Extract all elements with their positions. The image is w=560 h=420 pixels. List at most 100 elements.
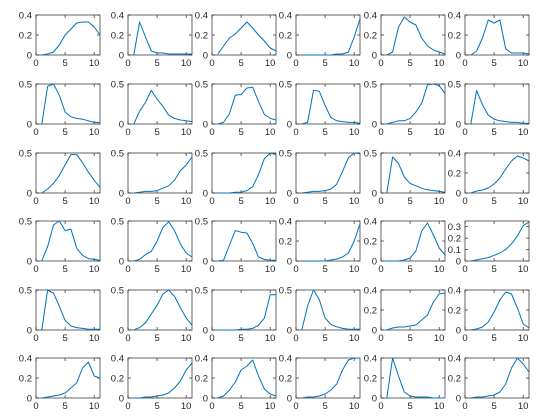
axes-frame	[380, 289, 446, 331]
axes-frame	[35, 220, 101, 262]
x-tick-label: 0	[209, 127, 214, 138]
y-tick-label: 0.4	[19, 353, 32, 364]
x-tick-label: 0	[378, 127, 383, 138]
x-tick-label: 10	[181, 264, 192, 275]
axes-frame	[464, 220, 530, 262]
y-tick-label: 0	[27, 256, 32, 267]
axes-frame	[127, 14, 193, 56]
axes-frame	[295, 152, 361, 194]
series-line	[301, 89, 361, 125]
y-tick-label: 0.4	[448, 10, 461, 21]
y-tick-label: 0.5	[111, 285, 124, 296]
y-tick-label: 0	[119, 188, 124, 199]
y-tick-label: 0	[372, 188, 377, 199]
x-tick-label: 5	[491, 127, 496, 138]
axes-frame	[464, 83, 530, 125]
y-tick-label: 0.4	[111, 353, 124, 364]
series-line	[217, 86, 277, 125]
subplot-r2-c2: 0 5 10 0 0.5	[111, 79, 193, 138]
axes-frame	[295, 289, 361, 331]
subplot-r1-c3: 0 5 10 0 0.2 0.4	[195, 10, 277, 69]
y-tick-label: 0.2	[364, 305, 377, 316]
x-tick-label: 10	[89, 264, 100, 275]
x-tick-label: 0	[33, 196, 38, 207]
subplot-r3-c2: 0 5 10 0 0.5	[111, 148, 193, 207]
y-tick-label: 0.3	[448, 222, 461, 233]
x-tick-label: 5	[238, 58, 243, 69]
x-tick-label: 10	[181, 333, 192, 344]
x-tick-label: 10	[181, 401, 192, 412]
axes-frame	[211, 220, 277, 262]
y-tick-label: 0.2	[279, 30, 292, 41]
y-tick-label: 0	[119, 119, 124, 130]
x-tick-label: 10	[89, 127, 100, 138]
axes-frame	[35, 83, 101, 125]
y-tick-label: 0.2	[279, 236, 292, 247]
y-tick-label: 0.5	[195, 285, 208, 296]
y-tick-label: 0.4	[279, 10, 292, 21]
axes-frame	[35, 14, 101, 56]
x-tick-label: 5	[491, 333, 496, 344]
subplot-r6-c6: 0 5 10 0 0.2 0.4	[448, 353, 530, 412]
y-tick-label: 0.2	[448, 373, 461, 384]
x-tick-label: 5	[407, 264, 412, 275]
series-line	[386, 83, 446, 125]
subplot-r6-c5: 0 5 10 0 0.2 0.4	[364, 353, 446, 412]
y-tick-label: 0	[456, 393, 461, 404]
y-tick-label: 0	[119, 50, 124, 61]
x-tick-label: 10	[265, 401, 276, 412]
y-tick-label: 0.5	[195, 148, 208, 159]
x-tick-label: 10	[265, 196, 276, 207]
y-tick-label: 0	[287, 119, 292, 130]
x-tick-label: 5	[407, 58, 412, 69]
series-line	[301, 289, 360, 331]
x-tick-label: 0	[125, 401, 130, 412]
y-tick-label: 0	[203, 393, 208, 404]
y-tick-label: 0.5	[195, 216, 208, 227]
x-tick-label: 10	[89, 333, 100, 344]
x-tick-label: 10	[89, 58, 100, 69]
y-tick-label: 0	[119, 325, 124, 336]
subplot-r4-c1: 0 5 10 0 0.5	[19, 216, 101, 275]
y-tick-label: 0.5	[19, 148, 32, 159]
axes-frame	[295, 220, 361, 262]
y-tick-label: 0	[287, 393, 292, 404]
y-tick-label: 0.5	[111, 79, 124, 90]
y-tick-label: 0.5	[195, 79, 208, 90]
x-tick-label: 10	[518, 333, 529, 344]
series-line	[41, 220, 101, 262]
subplot-r2-c6: 0 5 10 0 0.5	[448, 79, 530, 138]
x-tick-label: 0	[33, 333, 38, 344]
series-line	[301, 152, 361, 194]
subplot-r6-c4: 0 5 10 0 0.2 0.4	[279, 353, 361, 412]
y-tick-label: 0.4	[195, 10, 208, 21]
axes-frame	[127, 83, 193, 125]
y-tick-label: 0	[27, 119, 32, 130]
y-tick-label: 0	[203, 188, 208, 199]
y-tick-label: 0	[372, 393, 377, 404]
subplot-r2-c4: 0 5 10 0 0.5	[279, 79, 361, 138]
y-tick-label: 0	[203, 256, 208, 267]
series-line	[386, 16, 446, 56]
y-tick-label: 0	[119, 256, 124, 267]
axes-frame	[464, 152, 530, 194]
axes-frame	[380, 152, 446, 194]
x-tick-label: 0	[293, 401, 298, 412]
x-tick-label: 10	[265, 127, 276, 138]
axes-frame	[35, 289, 101, 331]
y-tick-label: 0	[27, 188, 32, 199]
x-tick-label: 10	[518, 58, 529, 69]
y-tick-label: 0	[287, 256, 292, 267]
y-tick-label: 0	[372, 325, 377, 336]
y-tick-label: 0	[287, 325, 292, 336]
x-tick-label: 5	[491, 401, 496, 412]
y-tick-label: 0.2	[448, 305, 461, 316]
x-tick-label: 0	[462, 264, 467, 275]
x-tick-label: 0	[209, 401, 214, 412]
y-tick-label: 0.4	[448, 148, 461, 159]
x-tick-label: 5	[154, 58, 159, 69]
subplot-r6-c2: 0 5 10 0 0.2 0.4	[111, 353, 193, 412]
x-tick-label: 5	[62, 401, 67, 412]
x-tick-label: 5	[62, 196, 67, 207]
y-tick-label: 0	[27, 393, 32, 404]
